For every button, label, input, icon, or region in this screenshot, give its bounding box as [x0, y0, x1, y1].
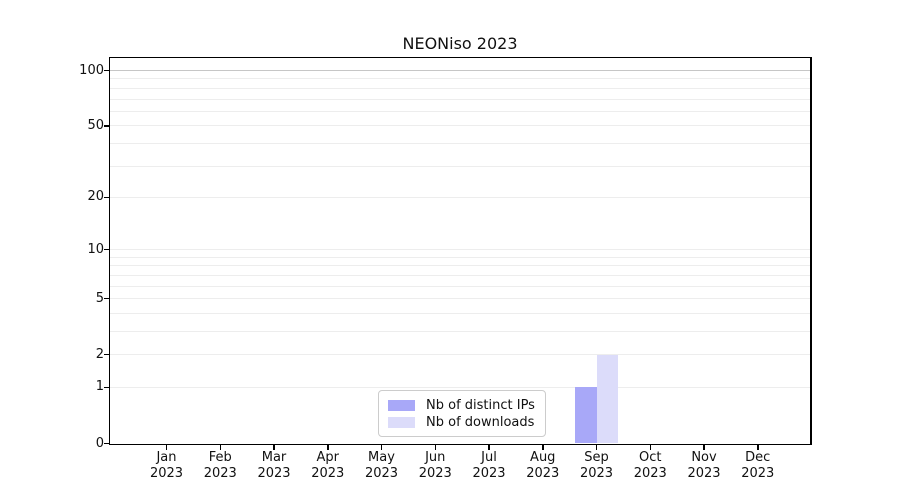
- gridline-y-5: [110, 298, 810, 300]
- x-tick-year: 2023: [203, 465, 237, 481]
- gridline-y-7: [110, 274, 810, 276]
- x-tick-mark: [757, 445, 759, 450]
- y-tick-label: 2: [95, 346, 104, 362]
- gridline-y-50: [110, 125, 810, 127]
- gridline-y-90: [110, 78, 810, 80]
- legend: Nb of distinct IPs Nb of downloads: [378, 390, 546, 437]
- gridline-y-60: [110, 110, 810, 112]
- gridline-y-3: [110, 330, 810, 332]
- gridline-y-1: [110, 386, 810, 388]
- gridline-y-9: [110, 256, 810, 258]
- legend-swatch-downloads: [388, 416, 415, 428]
- y-tick-label: 100: [79, 62, 104, 78]
- x-tick-year: 2023: [526, 465, 560, 481]
- x-tick-month: Nov: [691, 449, 717, 465]
- y-tick-mark: [103, 386, 109, 389]
- gridline-y-4: [110, 312, 810, 314]
- x-tick-year: 2023: [741, 465, 775, 481]
- x-tick-label: Sep 2023: [565, 450, 629, 482]
- y-tick-label: 1: [95, 379, 104, 395]
- y-tick-mark: [103, 125, 109, 127]
- bar-distinct-ips: [575, 387, 597, 444]
- x-tick-label: Nov 2023: [672, 450, 736, 482]
- gridline-y-40: [110, 142, 810, 144]
- gridline-y-20: [110, 196, 810, 198]
- axis-spine-bottom: [108, 443, 812, 445]
- y-tick-mark: [103, 69, 109, 72]
- x-tick-mark: [434, 445, 436, 450]
- x-tick-year: 2023: [149, 465, 184, 481]
- x-tick-year: 2023: [472, 465, 506, 481]
- x-tick-mark: [219, 445, 221, 450]
- x-tick-label: Jun 2023: [403, 450, 467, 482]
- x-tick-label: Aug 2023: [511, 450, 575, 482]
- chart-title: NEONiso 2023: [402, 34, 518, 53]
- x-tick-mark: [488, 445, 490, 450]
- x-tick-label: Oct 2023: [618, 450, 682, 482]
- x-tick-year: 2023: [633, 465, 667, 481]
- x-tick-mark: [542, 445, 544, 450]
- x-tick-label: Jan 2023: [135, 450, 199, 482]
- gridline-y-2: [110, 354, 810, 356]
- x-tick-label: Feb 2023: [188, 450, 252, 482]
- gridline-y-100: [110, 70, 810, 72]
- x-tick-mark: [380, 445, 383, 450]
- x-tick-year: 2023: [579, 465, 614, 481]
- y-tick-mark: [103, 248, 109, 251]
- axis-spine-top: [108, 56, 812, 58]
- axis-spine-left: [108, 56, 110, 445]
- x-tick-month: Apr: [316, 449, 340, 465]
- y-tick-label: 20: [87, 189, 104, 205]
- gridline-y-30: [110, 165, 810, 167]
- x-tick-year: 2023: [418, 465, 452, 481]
- y-tick-label: 10: [87, 241, 104, 257]
- x-tick-month: May: [368, 449, 395, 465]
- axis-spine-right: [810, 56, 812, 445]
- x-tick-label: Apr 2023: [296, 450, 360, 482]
- legend-label-downloads: Nb of downloads: [426, 414, 535, 430]
- x-tick-month: Aug: [530, 449, 556, 465]
- legend-entry-downloads: Nb of downloads: [388, 414, 536, 430]
- x-tick-year: 2023: [257, 465, 291, 481]
- gridline-y-80: [110, 87, 810, 89]
- y-tick-label: 50: [87, 117, 104, 133]
- x-tick-mark: [703, 445, 705, 450]
- x-tick-mark: [165, 445, 168, 450]
- x-tick-label: May 2023: [350, 450, 414, 482]
- x-tick-mark: [649, 445, 651, 450]
- x-tick-month: Sep: [584, 449, 609, 465]
- legend-swatch-distinct-ips: [388, 399, 415, 411]
- y-tick-label: 0: [95, 435, 104, 451]
- gridline-y-70: [110, 98, 810, 100]
- x-tick-month: Jun: [425, 449, 446, 465]
- gridline-y-10: [110, 249, 810, 251]
- x-tick-month: Dec: [745, 449, 771, 465]
- bar-downloads: [596, 354, 618, 444]
- x-tick-year: 2023: [364, 465, 399, 481]
- plot-area: [110, 58, 810, 444]
- x-tick-mark: [273, 445, 275, 450]
- x-tick-month: Mar: [261, 449, 287, 465]
- x-tick-mark: [327, 445, 329, 450]
- y-tick-label: 5: [95, 290, 104, 306]
- x-tick-mark: [595, 445, 598, 450]
- y-tick-mark: [103, 353, 109, 356]
- x-tick-label: Jul 2023: [457, 450, 521, 482]
- gridline-y-8: [110, 265, 810, 267]
- gridline-y-6: [110, 285, 810, 287]
- x-tick-month: Oct: [639, 449, 662, 465]
- legend-label-distinct-ips: Nb of distinct IPs: [426, 397, 535, 413]
- legend-entry-distinct-ips: Nb of distinct IPs: [388, 397, 536, 413]
- x-tick-month: Feb: [208, 449, 232, 465]
- x-tick-year: 2023: [687, 465, 721, 481]
- x-tick-month: Jan: [156, 449, 177, 465]
- x-tick-label: Dec 2023: [726, 450, 790, 482]
- x-tick-month: Jul: [481, 449, 497, 465]
- x-tick-year: 2023: [311, 465, 345, 481]
- y-tick-mark: [103, 196, 109, 199]
- x-tick-label: Mar 2023: [242, 450, 306, 482]
- y-tick-mark: [103, 442, 109, 445]
- y-tick-mark: [103, 297, 109, 300]
